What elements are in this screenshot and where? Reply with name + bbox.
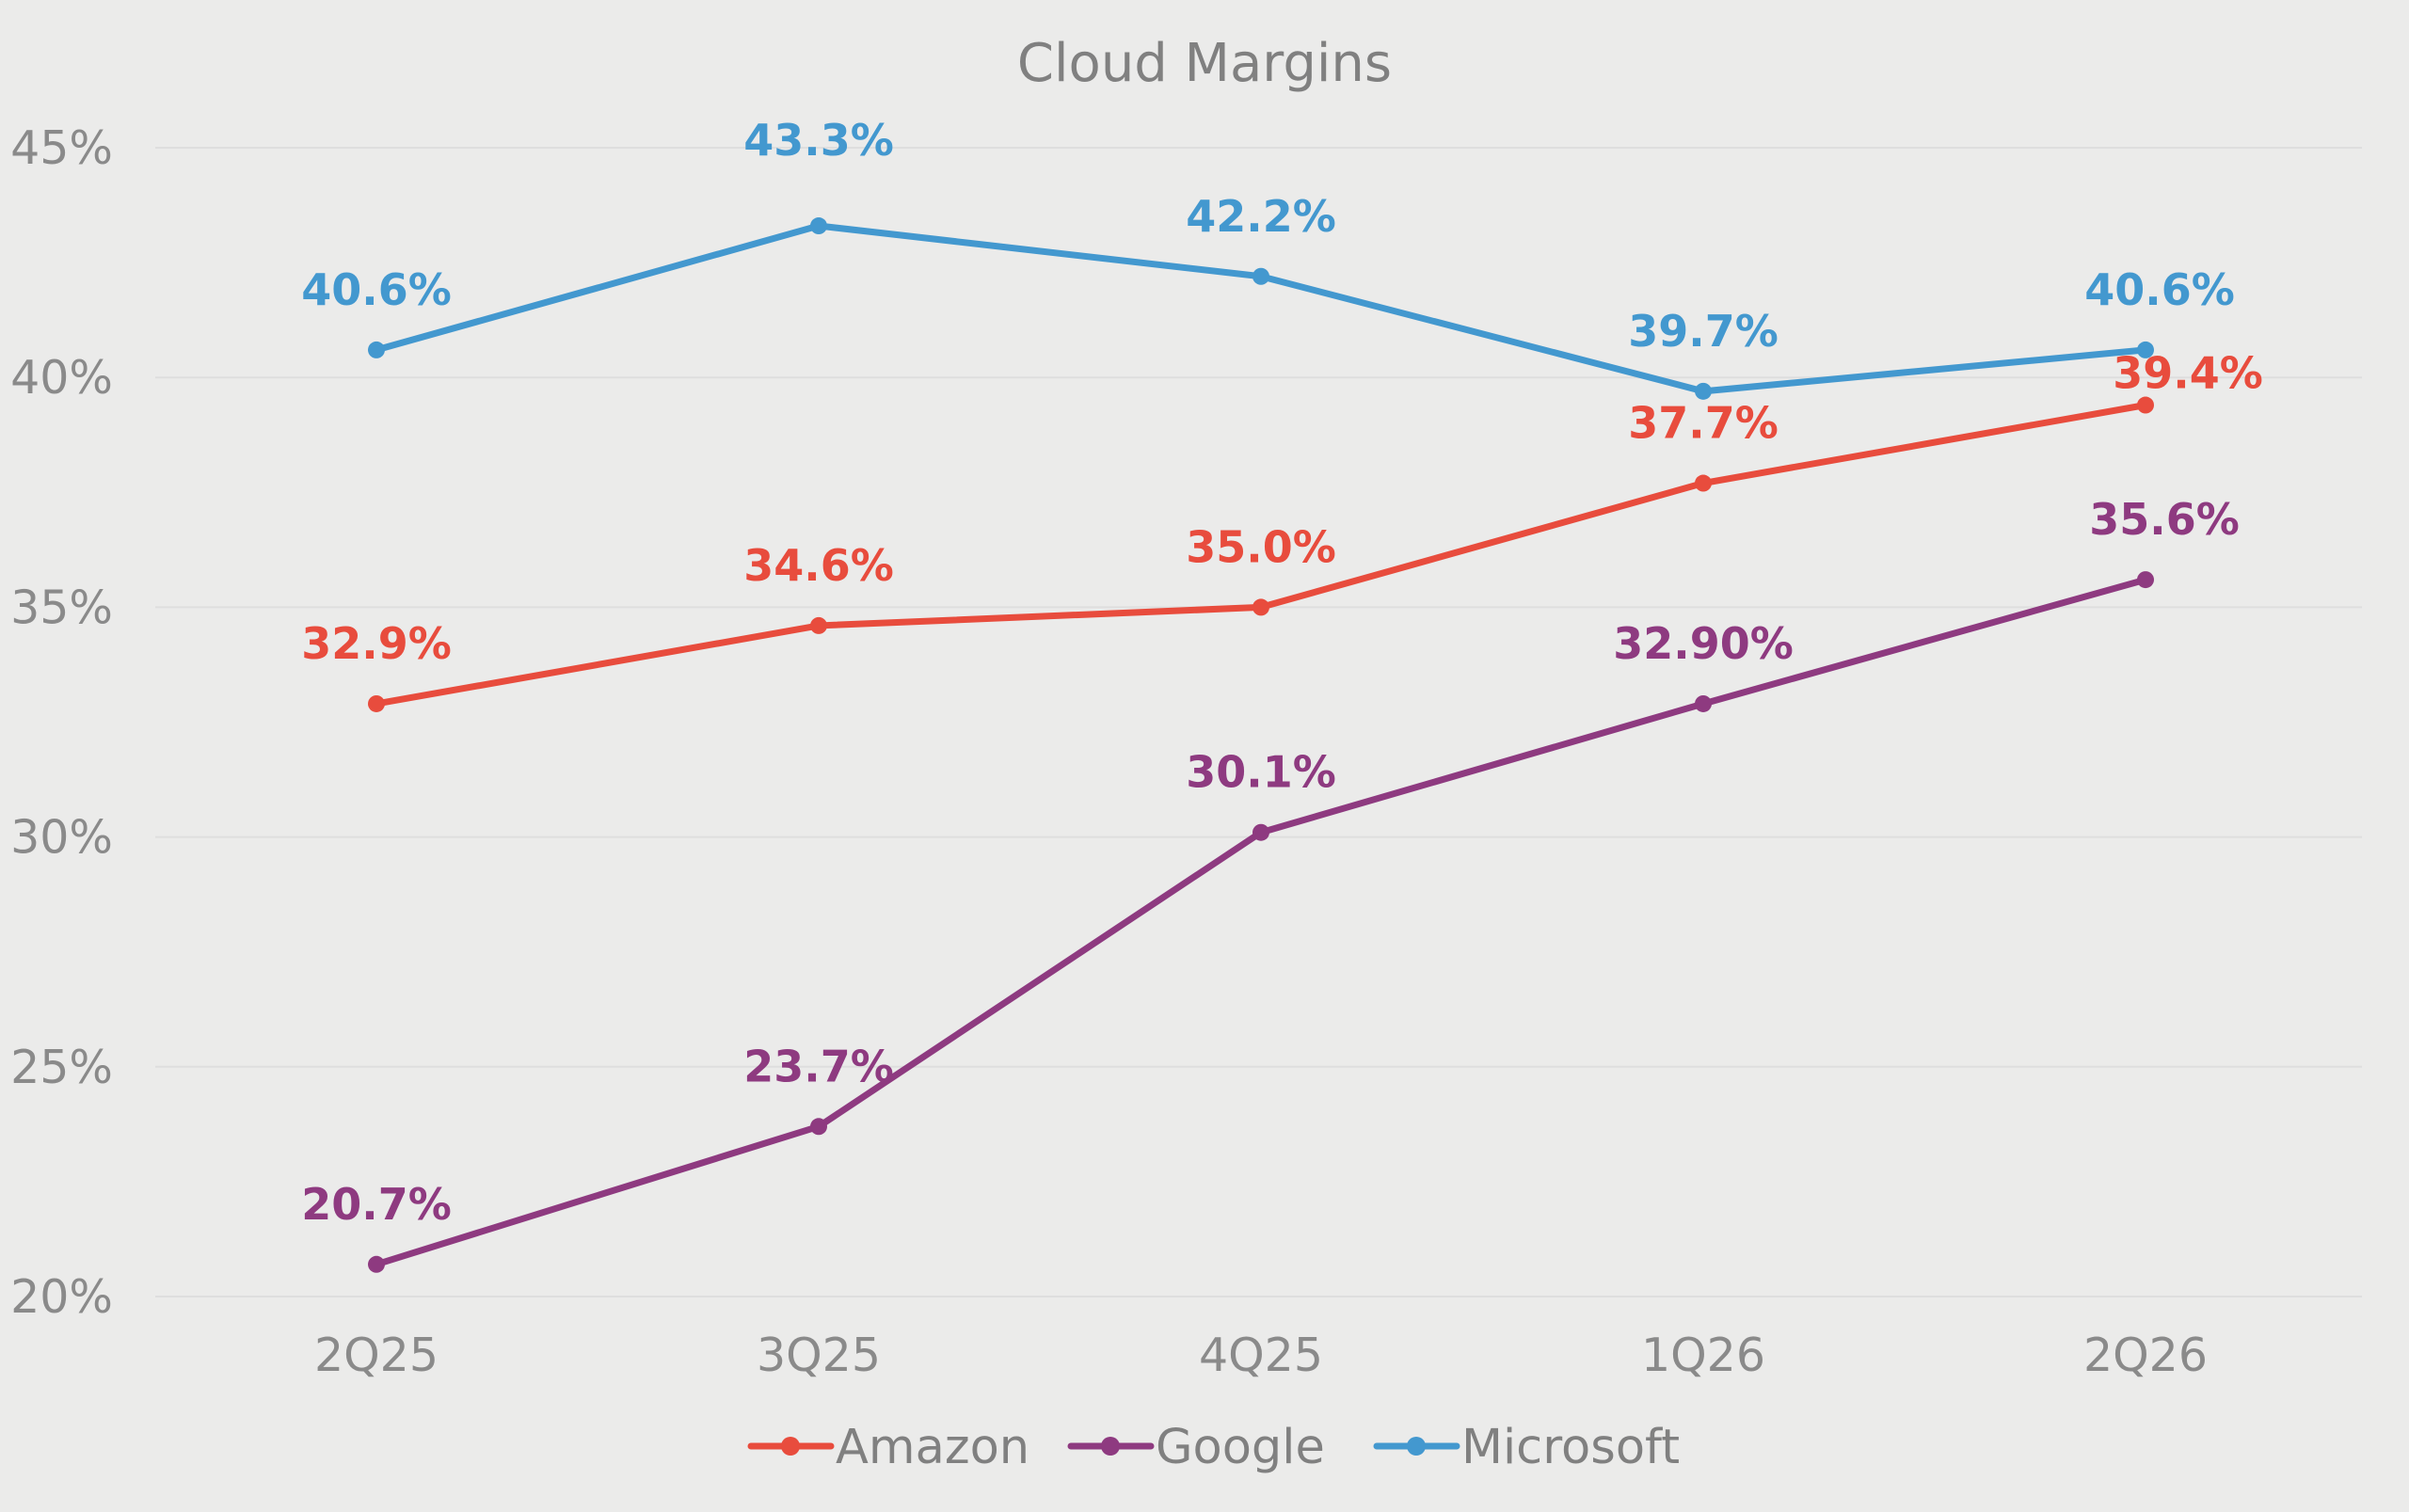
data-point-microsoft	[368, 341, 385, 358]
legend: Amazon Google Microsoft	[747, 1420, 1680, 1475]
data-label-microsoft: 43.3%	[743, 115, 894, 166]
y-tick-label: 40%	[10, 351, 113, 405]
x-axis: 2Q25 3Q25 4Q25 1Q26 2Q26	[314, 1329, 2208, 1382]
y-tick-label: 20%	[10, 1270, 113, 1324]
data-point-microsoft	[810, 217, 827, 235]
x-tick-label: 2Q25	[314, 1329, 439, 1382]
legend-item-microsoft: Microsoft	[1373, 1420, 1680, 1475]
data-point-google	[1252, 823, 1269, 841]
data-point-google	[368, 1255, 385, 1273]
data-label-amazon: 32.9%	[301, 618, 452, 669]
data-point-amazon	[1252, 598, 1269, 616]
y-axis: 20% 25% 30% 35% 40% 45%	[10, 121, 113, 1324]
legend-item-google: Google	[1067, 1420, 1325, 1475]
legend-label: Amazon	[836, 1420, 1029, 1475]
data-label-google: 20.7%	[301, 1179, 452, 1230]
legend-swatch-marker	[781, 1437, 800, 1456]
x-tick-label: 4Q25	[1199, 1329, 1323, 1382]
legend-label: Google	[1156, 1420, 1325, 1475]
legend-swatch-marker	[1407, 1437, 1426, 1456]
legend-label: Microsoft	[1461, 1420, 1680, 1475]
data-label-amazon: 35.0%	[1186, 521, 1336, 572]
data-label-google: 30.1%	[1186, 747, 1336, 798]
data-point-google	[1695, 694, 1712, 712]
data-label-google: 35.6%	[2089, 494, 2240, 545]
legend-item-amazon: Amazon	[747, 1420, 1029, 1475]
series-google: 20.7% 23.7% 30.1% 32.90% 35.6%	[301, 494, 2240, 1273]
chart-title: Cloud Margins	[1017, 33, 1392, 94]
data-point-amazon	[1695, 474, 1712, 492]
data-point-microsoft	[1252, 267, 1269, 285]
data-label-google: 23.7%	[743, 1041, 894, 1091]
data-label-google: 32.90%	[1613, 618, 1794, 669]
legend-swatch-marker	[1101, 1437, 1120, 1456]
y-tick-label: 35%	[10, 581, 113, 634]
data-point-amazon	[810, 616, 827, 634]
data-label-microsoft: 42.2%	[1186, 191, 1336, 242]
data-label-amazon: 37.7%	[1628, 398, 1779, 449]
series-lines: 32.9% 34.6% 35.0% 37.7% 39.4% 20.7% 23.7% 30.1%…	[301, 115, 2263, 1273]
y-tick-label: 45%	[10, 121, 113, 175]
series-amazon: 32.9% 34.6% 35.0% 37.7% 39.4%	[301, 348, 2263, 712]
data-label-microsoft: 40.6%	[301, 264, 452, 315]
x-tick-label: 3Q25	[757, 1329, 881, 1382]
data-point-microsoft	[2137, 341, 2154, 358]
data-label-amazon: 34.6%	[743, 540, 894, 591]
data-label-microsoft: 39.7%	[1628, 306, 1779, 357]
y-tick-label: 30%	[10, 811, 113, 865]
series-microsoft: 40.6% 43.3% 42.2% 39.7% 40.6%	[301, 115, 2235, 400]
data-label-amazon: 39.4%	[2113, 348, 2263, 399]
data-point-google	[2137, 571, 2154, 589]
x-tick-label: 2Q26	[2083, 1329, 2208, 1382]
data-point-amazon	[2137, 396, 2154, 414]
y-tick-label: 25%	[10, 1041, 113, 1094]
data-point-google	[810, 1118, 827, 1136]
data-point-microsoft	[1695, 382, 1712, 400]
data-point-amazon	[368, 694, 385, 712]
x-tick-label: 1Q26	[1641, 1329, 1765, 1382]
data-label-microsoft: 40.6%	[2084, 264, 2235, 315]
